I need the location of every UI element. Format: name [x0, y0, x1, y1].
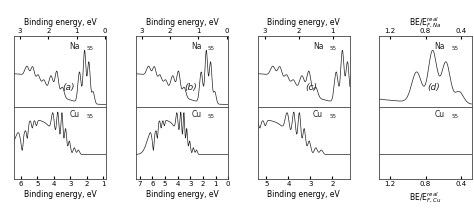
Text: Na: Na [313, 41, 324, 51]
X-axis label: Binding energy, eV: Binding energy, eV [267, 190, 340, 199]
Text: Na: Na [70, 41, 80, 51]
Text: (a): (a) [62, 83, 75, 92]
Text: 55: 55 [451, 46, 458, 51]
X-axis label: Binding energy, eV: Binding energy, eV [267, 18, 340, 27]
Text: 55: 55 [208, 46, 215, 51]
X-axis label: Binding energy, eV: Binding energy, eV [24, 18, 97, 27]
Text: (b): (b) [184, 83, 197, 92]
Text: Na: Na [191, 41, 202, 51]
Text: 55: 55 [451, 114, 458, 119]
Text: Na: Na [435, 41, 445, 51]
X-axis label: BE/E$^{real}_{F,Na}$: BE/E$^{real}_{F,Na}$ [410, 15, 442, 30]
Text: 55: 55 [329, 46, 337, 51]
X-axis label: BE/E$^{real}_{F,Cu}$: BE/E$^{real}_{F,Cu}$ [410, 190, 442, 205]
Text: 55: 55 [86, 114, 93, 119]
Text: Cu: Cu [70, 110, 80, 118]
Text: 55: 55 [329, 114, 337, 119]
X-axis label: Binding energy, eV: Binding energy, eV [146, 18, 219, 27]
Text: (c): (c) [306, 83, 318, 92]
Text: 55: 55 [86, 46, 93, 51]
Text: Cu: Cu [435, 110, 445, 118]
Text: Cu: Cu [313, 110, 323, 118]
Text: (d): (d) [428, 83, 440, 92]
X-axis label: Binding energy, eV: Binding energy, eV [146, 190, 219, 199]
X-axis label: Binding energy, eV: Binding energy, eV [24, 190, 97, 199]
Text: Cu: Cu [191, 110, 201, 118]
Text: 55: 55 [208, 114, 215, 119]
